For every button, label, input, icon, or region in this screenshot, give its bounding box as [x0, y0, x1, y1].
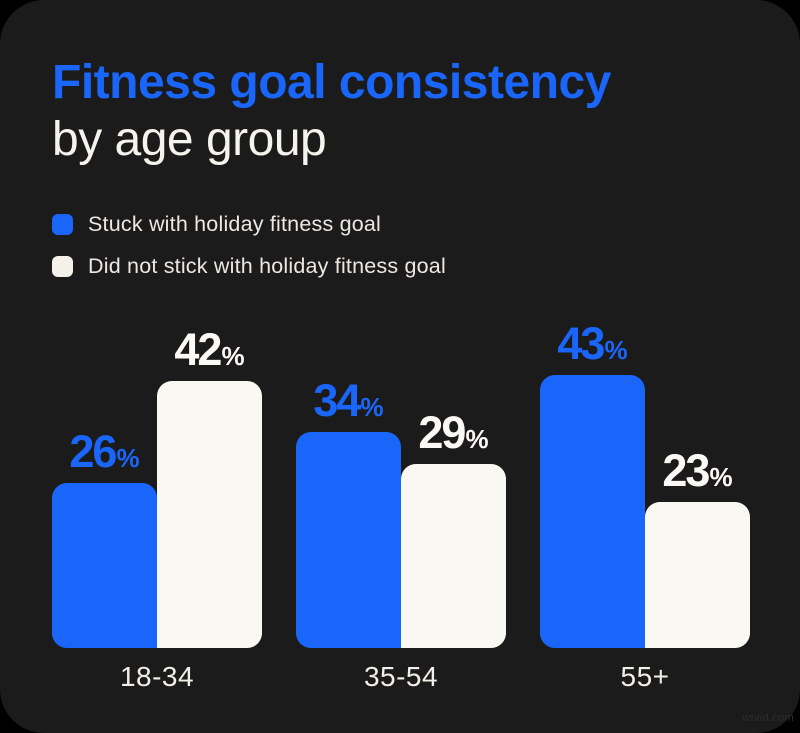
value-suffix: %: [360, 391, 384, 422]
value-number: 43: [557, 317, 605, 369]
bar-pair: 34% 29%: [296, 318, 506, 648]
chart-title: Fitness goal consistency by age group: [52, 54, 750, 168]
value-label: 23%: [662, 448, 733, 493]
legend-swatch-icon: [52, 214, 73, 235]
bar-group-35-54: 34% 29% 35-54: [296, 318, 506, 693]
value-suffix: %: [465, 423, 489, 454]
value-label: 34%: [313, 378, 384, 423]
bar-column: 26%: [52, 429, 157, 648]
bar-stuck-18-34: [52, 483, 157, 648]
bar-chart: 26% 42% 18-34 34% 29% 35-54 43% 23% 55+: [52, 318, 750, 693]
value-number: 23: [662, 444, 710, 496]
value-suffix: %: [221, 340, 245, 371]
bar-column: 34%: [296, 378, 401, 648]
value-number: 42: [174, 323, 222, 375]
legend-label: Stuck with holiday fitness goal: [88, 212, 382, 236]
bar-column: 42%: [157, 327, 262, 648]
bar-column: 29%: [401, 410, 506, 648]
chart-title-line1: Fitness goal consistency: [52, 56, 611, 109]
bar-did-not-stick-18-34: [157, 381, 262, 648]
value-number: 29: [418, 406, 466, 458]
category-label-18-34: 18-34: [119, 661, 195, 692]
bar-column: 23%: [645, 448, 750, 648]
chart-title-line2: by age group: [52, 113, 327, 166]
value-suffix: %: [604, 334, 628, 365]
value-label: 26%: [69, 429, 140, 474]
category-label-55+: 55+: [620, 661, 670, 692]
bar-stuck-35-54: [296, 432, 401, 648]
value-label: 43%: [557, 321, 628, 366]
bar-column: 43%: [540, 321, 645, 648]
value-label: 42%: [174, 327, 245, 372]
bar-group-18-34: 26% 42% 18-34: [52, 318, 262, 693]
category-label-35-54: 35-54: [363, 661, 439, 692]
value-suffix: %: [709, 461, 733, 492]
value-number: 34: [313, 374, 361, 426]
bar-pair: 26% 42%: [52, 318, 262, 648]
bar-group-55+: 43% 23% 55+: [540, 318, 750, 693]
value-label: 29%: [418, 410, 489, 455]
legend-swatch-icon: [52, 256, 73, 277]
legend-item-0: Stuck with holiday fitness goal: [52, 212, 800, 237]
value-suffix: %: [116, 442, 140, 473]
legend: Stuck with holiday fitness goal Did not s…: [52, 212, 800, 279]
bar-pair: 43% 23%: [540, 318, 750, 648]
bar-did-not-stick-55+: [645, 502, 750, 648]
value-number: 26: [69, 425, 117, 477]
bar-did-not-stick-35-54: [401, 464, 506, 648]
legend-item-1: Did not stick with holiday fitness goal: [52, 254, 800, 279]
watermark: wtvid.com: [742, 712, 794, 724]
legend-label: Did not stick with holiday fitness goal: [88, 254, 446, 278]
bar-stuck-55+: [540, 375, 645, 648]
